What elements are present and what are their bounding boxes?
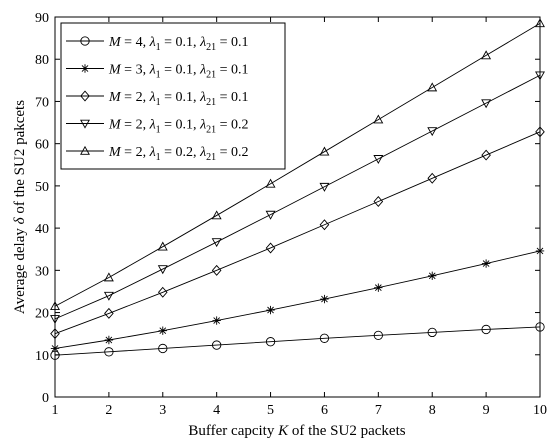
series-line: [54, 250, 541, 349]
legend-label: M = 2, λ1 = 0.1, λ21 = 0.1: [108, 90, 249, 108]
data-point: [104, 347, 114, 357]
y-tick-label: 70: [35, 95, 49, 110]
data-point: [157, 286, 168, 298]
legend-item: M = 3, λ1 = 0.1, λ21 = 0.1: [66, 63, 249, 81]
data-point: [157, 265, 168, 275]
x-tick-label: 9: [483, 403, 490, 418]
y-tick-label: 10: [35, 349, 49, 364]
legend-item: M = 2, λ1 = 0.1, λ21 = 0.1: [66, 90, 249, 108]
y-tick-label: 20: [35, 307, 49, 322]
series-line: [54, 326, 541, 356]
series-line: [54, 131, 541, 335]
data-point: [373, 114, 384, 124]
legend-marker: [80, 119, 90, 129]
data-point: [481, 259, 491, 268]
data-point: [427, 127, 438, 137]
data-point: [428, 271, 437, 281]
x-tick-label: 2: [105, 403, 112, 418]
data-point: [319, 182, 330, 192]
axis-ticks: 1 2 3 4 5 6 7 8 9 10 0 10 20 30 40 50 60 70 80 90: [35, 11, 547, 418]
legend-label: M = 4, λ1 = 0.1, λ21 = 0.1: [108, 35, 249, 53]
data-point: [104, 307, 114, 319]
legend-marker: [80, 64, 90, 73]
series-2: [50, 246, 545, 353]
data-point: [103, 291, 114, 301]
data-point: [319, 146, 330, 156]
legend-marker: [80, 145, 90, 155]
x-tick-label: 4: [213, 403, 220, 418]
x-tick-label: 10: [533, 403, 547, 418]
x-tick-label: 7: [375, 403, 382, 418]
data-point: [265, 178, 276, 188]
data-point: [158, 343, 168, 354]
data-point: [373, 196, 384, 207]
data-point: [481, 50, 492, 60]
y-tick-label: 60: [35, 138, 49, 153]
data-point: [481, 99, 492, 109]
data-point: [211, 264, 222, 276]
y-tick-label: 30: [35, 264, 49, 279]
legend-label: M = 2, λ1 = 0.1, λ21 = 0.2: [108, 118, 249, 136]
data-point: [374, 283, 383, 292]
y-axis-label: Average delay δ of the SU2 pakcets: [12, 100, 28, 314]
legend-label: M = 3, λ1 = 0.1, λ21 = 0.1: [108, 63, 249, 81]
x-tick-label: 6: [321, 403, 328, 418]
y-tick-label: 40: [35, 222, 49, 237]
series-layer: [50, 18, 545, 360]
data-point: [319, 219, 330, 231]
legend-marker: [80, 90, 90, 102]
data-point: [265, 337, 276, 347]
x-tick-label: 3: [159, 403, 166, 418]
data-point: [211, 210, 222, 220]
y-tick-label: 0: [42, 391, 49, 406]
x-axis-label: Buffer capcity K of the SU2 packets: [188, 423, 405, 439]
series-3: [50, 126, 545, 340]
data-point: [373, 330, 383, 341]
data-point: [266, 305, 275, 315]
legend-marker: [80, 36, 90, 46]
data-point: [265, 242, 276, 254]
legend-label: M = 2, λ1 = 0.2, λ21 = 0.2: [108, 145, 249, 163]
y-tick-label: 90: [35, 11, 49, 26]
data-point: [158, 326, 167, 335]
data-point: [427, 82, 438, 92]
y-tick-label: 50: [35, 180, 49, 195]
series-line: [54, 22, 541, 307]
data-point: [103, 272, 114, 282]
series-5: [50, 18, 545, 311]
data-point: [157, 241, 168, 251]
legend-item: M = 2, λ1 = 0.2, λ21 = 0.2: [66, 145, 249, 163]
x-tick-label: 5: [267, 403, 274, 418]
data-point: [265, 210, 276, 220]
data-point: [320, 294, 329, 304]
data-point: [481, 324, 491, 335]
data-point: [104, 335, 114, 345]
data-point: [373, 155, 384, 164]
legend: M = 4, λ1 = 0.1, λ21 = 0.1 M = 3, λ1 = 0.…: [60, 22, 286, 170]
data-point: [427, 172, 438, 184]
legend-item: M = 2, λ1 = 0.1, λ21 = 0.2: [66, 118, 249, 136]
data-point: [481, 149, 491, 161]
data-point: [212, 340, 222, 350]
data-point: [212, 316, 221, 325]
plot-frame: [54, 16, 541, 398]
x-tick-label: 8: [429, 403, 436, 418]
data-point: [427, 327, 437, 338]
data-point: [211, 238, 222, 248]
data-point: [319, 333, 330, 343]
y-tick-label: 80: [35, 53, 49, 68]
x-tick-label: 1: [52, 403, 59, 418]
series-line: [54, 74, 541, 320]
series-4: [50, 71, 545, 325]
legend-item: M = 4, λ1 = 0.1, λ21 = 0.1: [66, 35, 249, 53]
